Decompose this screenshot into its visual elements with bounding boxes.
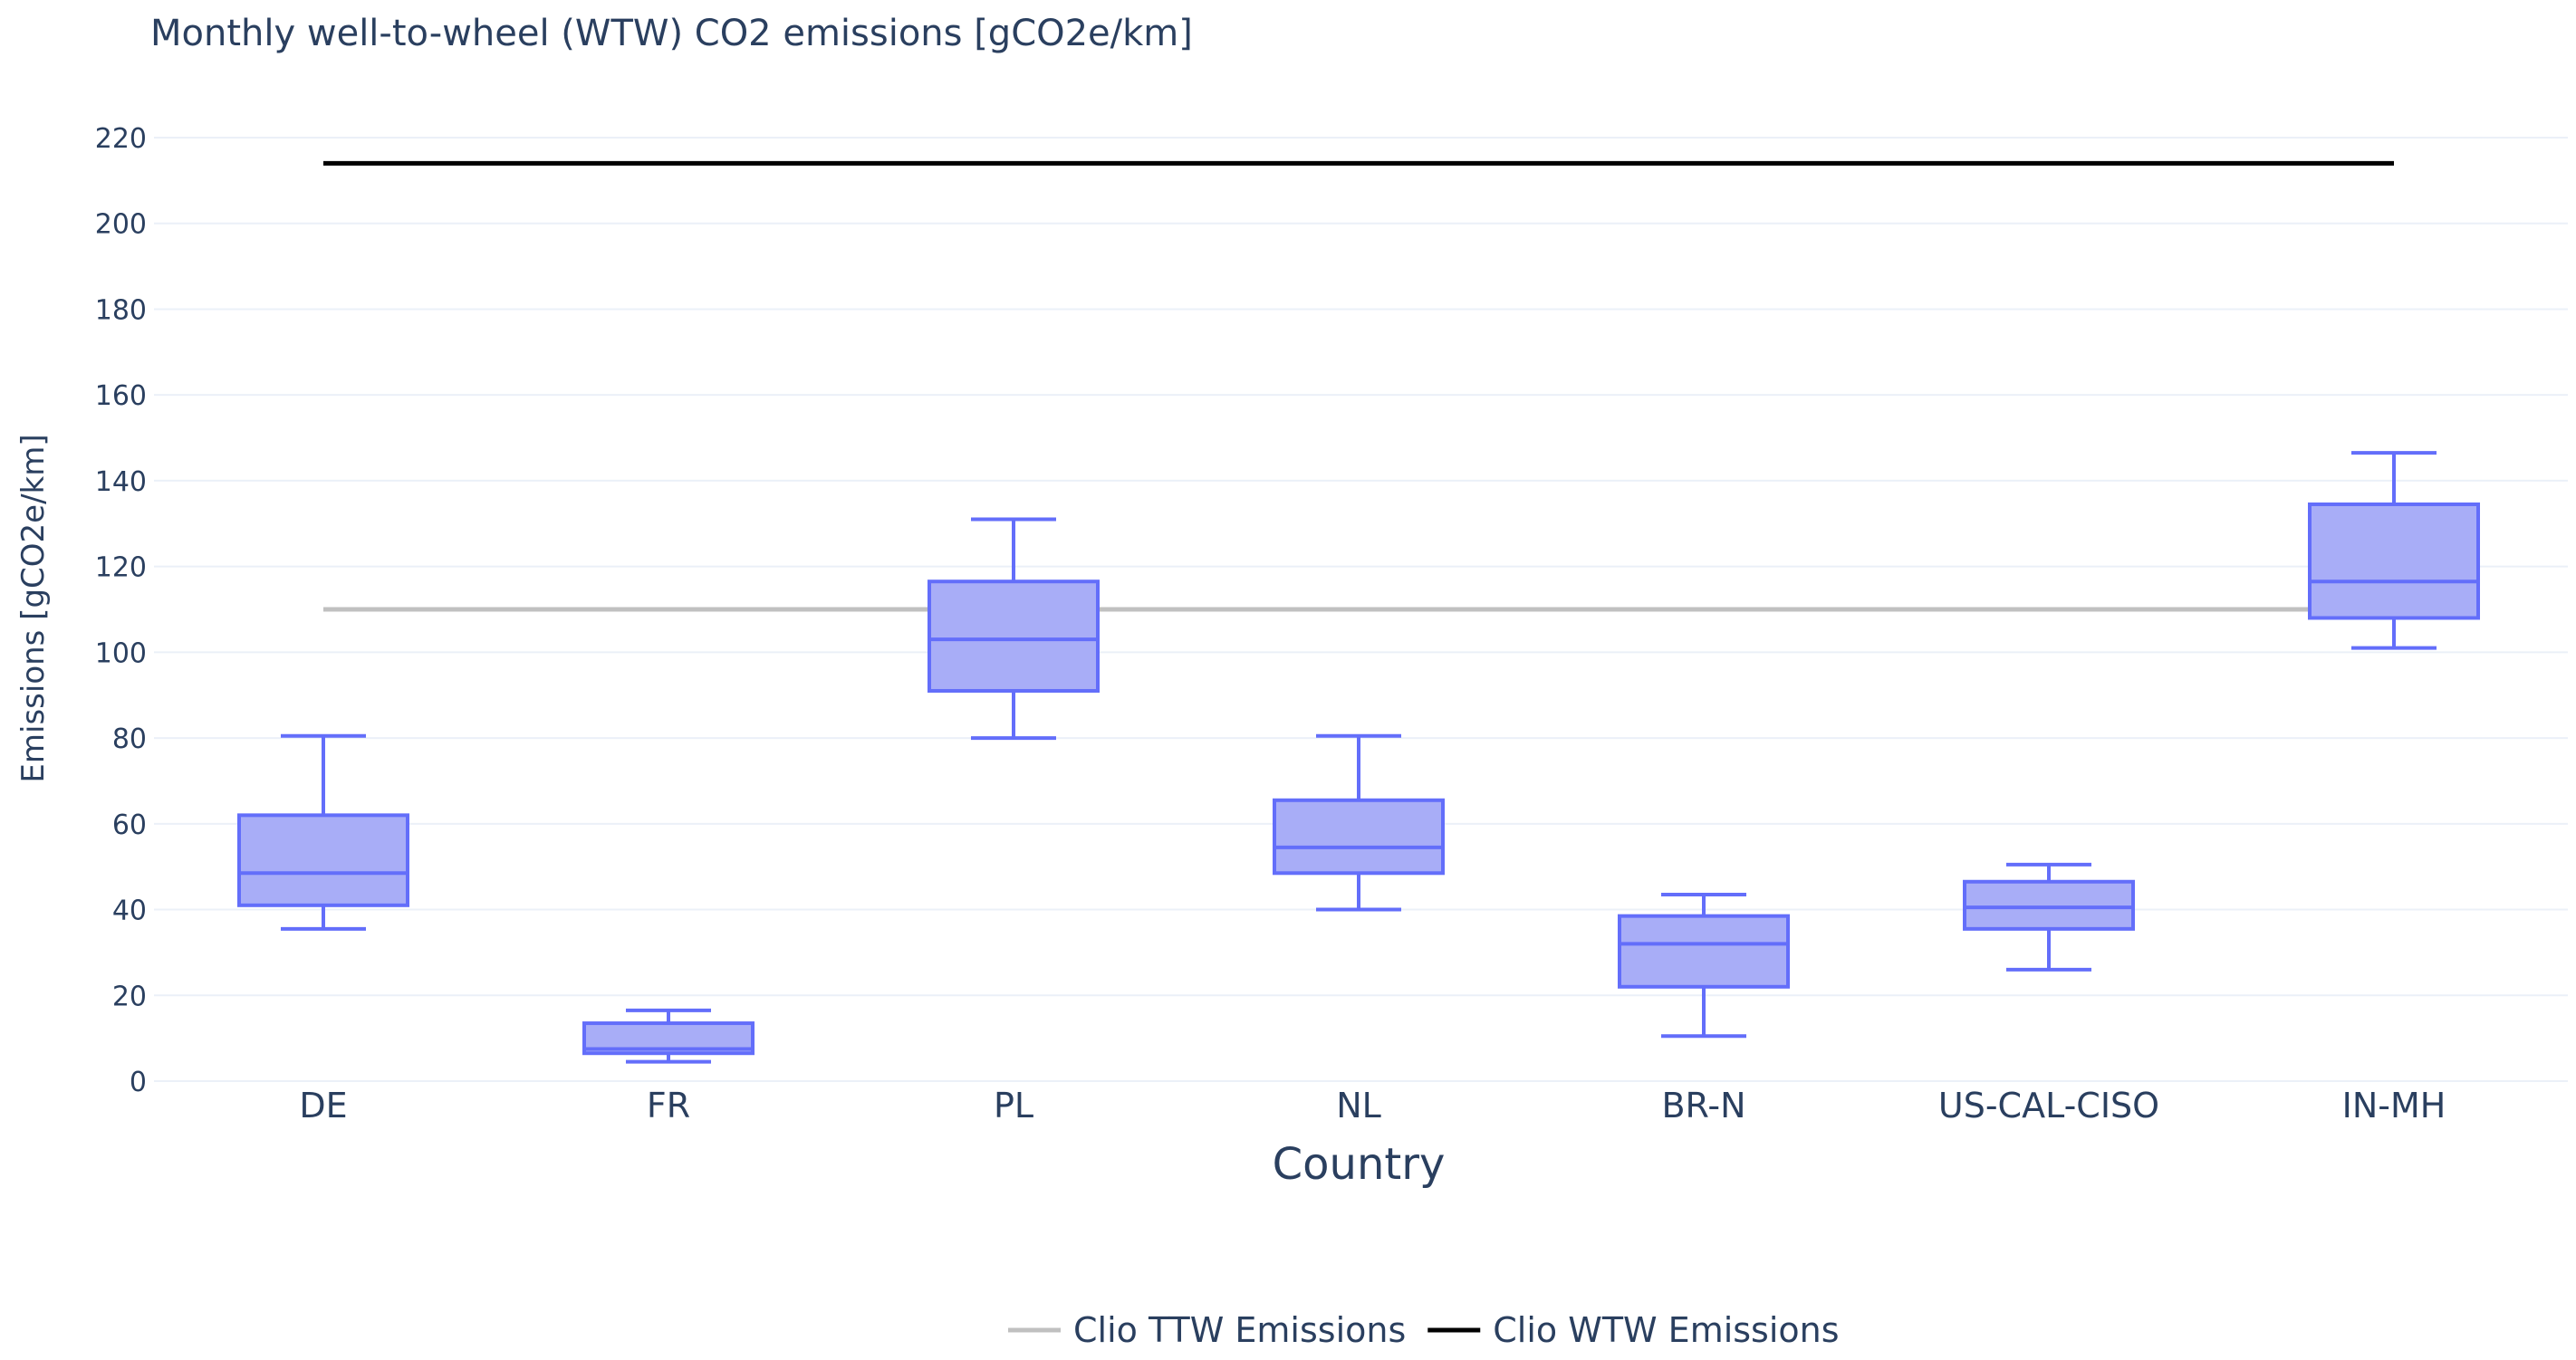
chart-title: Monthly well-to-wheel (WTW) CO2 emission… — [150, 13, 1193, 54]
box-br-n[interactable] — [1618, 892, 1790, 1039]
x-tick-label: BR-N — [1661, 1086, 1745, 1125]
reference-lines — [323, 160, 2394, 612]
legend-label: Clio WTW Emissions — [1493, 1310, 1839, 1350]
box-plots — [237, 451, 2480, 1064]
y-tick-label: 160 — [95, 380, 147, 412]
x-tick-label: IN-MH — [2342, 1086, 2446, 1125]
y-tick-label: 80 — [112, 723, 147, 755]
box-de[interactable] — [237, 733, 409, 931]
y-tick-label: 100 — [95, 637, 147, 669]
y-tick-label: 60 — [112, 809, 147, 841]
box-fr[interactable] — [582, 1008, 755, 1064]
y-tick-label: 180 — [95, 294, 147, 326]
box-iqr[interactable] — [237, 813, 409, 907]
legend-item-clio-wtw-emissions[interactable]: Clio WTW Emissions — [1427, 1310, 1840, 1350]
y-tick-label: 120 — [95, 552, 147, 584]
box-in-mh[interactable] — [2308, 451, 2480, 650]
y-tick-label: 220 — [95, 123, 147, 155]
legend-item-clio-ttw-emissions[interactable]: Clio TTW Emissions — [1008, 1310, 1406, 1350]
box-nl[interactable] — [1273, 733, 1445, 912]
legend-label: Clio TTW Emissions — [1073, 1310, 1406, 1350]
y-axis-ticks: 0 20 40 60 80 100 120 140 160 180 200 220 — [95, 123, 147, 1098]
y-tick-label: 200 — [95, 209, 147, 241]
x-tick-label: PL — [994, 1086, 1033, 1125]
box-iqr[interactable] — [1963, 879, 2135, 931]
x-tick-label: DE — [299, 1086, 347, 1125]
y-tick-label: 140 — [95, 466, 147, 498]
box-us-cal-ciso[interactable] — [1963, 862, 2135, 972]
box-iqr[interactable] — [2308, 502, 2480, 620]
x-axis-title: Country — [1273, 1139, 1446, 1190]
x-tick-label: FR — [647, 1086, 690, 1125]
box-iqr[interactable] — [928, 579, 1100, 693]
box-iqr[interactable] — [1618, 914, 1790, 989]
box-pl[interactable] — [928, 517, 1100, 741]
y-tick-label: 20 — [112, 981, 147, 1012]
x-axis-ticks: DE FR PL NL BR-N US-CAL-CISO IN-MH — [299, 1086, 2446, 1125]
box-iqr[interactable] — [1273, 798, 1445, 876]
x-tick-label: NL — [1336, 1086, 1381, 1125]
legend[interactable]: Clio TTW Emissions Clio WTW Emissions — [1008, 1310, 1840, 1350]
y-axis-title: Emissions [gCO2e/km] — [15, 434, 52, 782]
x-tick-label: US-CAL-CISO — [1938, 1086, 2159, 1125]
y-tick-label: 0 — [130, 1067, 147, 1098]
y-tick-label: 40 — [112, 895, 147, 927]
